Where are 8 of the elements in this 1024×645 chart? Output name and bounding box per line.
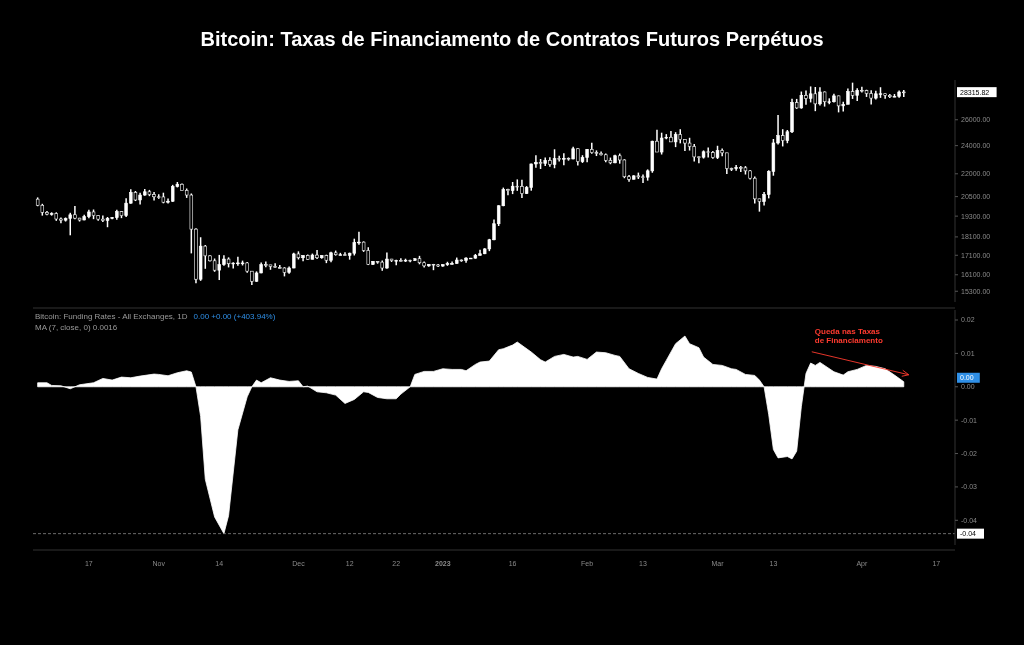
chart-title: Bitcoin: Taxas de Financiamento de Contratos Futuros Perpétuos (200, 28, 824, 50)
candlestick (622, 158, 627, 179)
candlestick (552, 148, 557, 169)
annotation: MA (7, close, 0) 0.0016 (35, 323, 118, 332)
candlestick (659, 131, 664, 156)
annotation: 0.00 +0.00 (+403.94%) (193, 312, 276, 321)
annotation: Queda nas Taxas de Financiamento (814, 326, 883, 345)
annotation: Bitcoin: Funding Rates - All Exchanges, 1D (35, 312, 188, 321)
